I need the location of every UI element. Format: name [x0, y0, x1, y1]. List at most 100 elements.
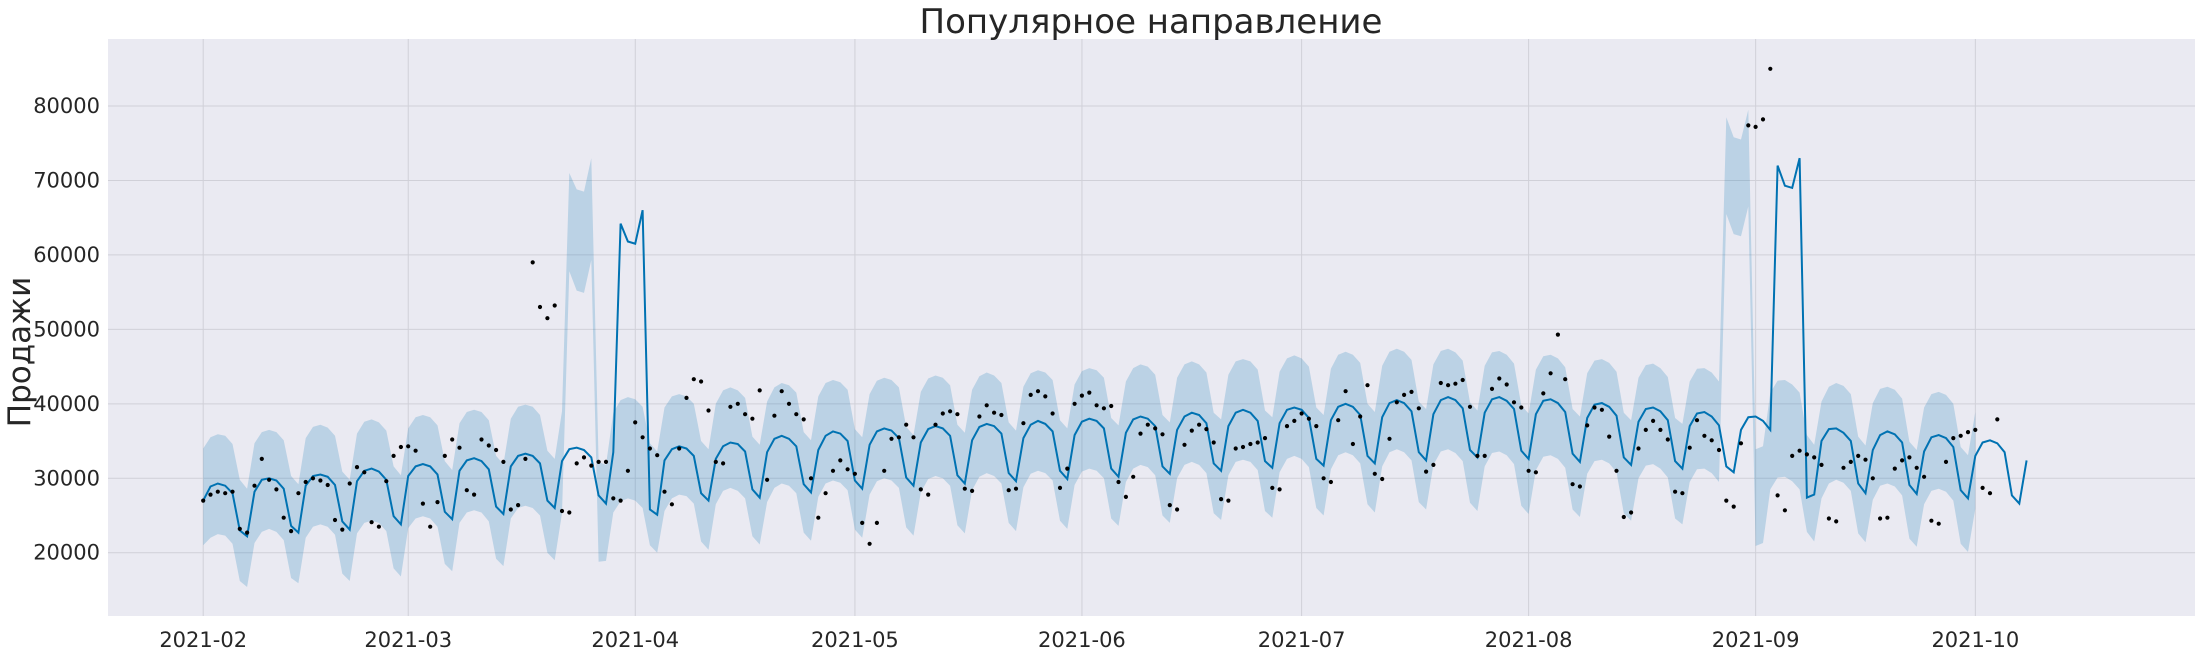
observed-point	[1328, 479, 1333, 485]
observed-point	[1277, 487, 1282, 492]
plot-background	[108, 39, 2195, 616]
observed-point	[1145, 422, 1150, 427]
observed-point	[589, 463, 594, 468]
uncertainty-band	[203, 109, 1976, 587]
observed-point	[1050, 411, 1055, 416]
observed-point	[310, 476, 316, 481]
observed-point	[699, 379, 704, 384]
observed-point	[1533, 470, 1538, 475]
observed-point	[1907, 455, 1912, 460]
observed-point	[208, 492, 213, 497]
observed-point	[508, 507, 513, 512]
x-tick-label: 2021-08	[1485, 628, 1573, 651]
observed-point	[1629, 510, 1634, 515]
observed-point	[1936, 521, 1941, 526]
observed-point	[332, 517, 338, 523]
observed-point	[1607, 434, 1612, 439]
observed-point	[1892, 466, 1897, 471]
observed-point	[618, 498, 623, 503]
observed-point	[1826, 516, 1831, 521]
observed-point	[1350, 441, 1355, 447]
observed-point	[281, 515, 286, 520]
observed-point	[442, 453, 447, 458]
observed-point	[757, 388, 762, 393]
observed-point	[1856, 453, 1861, 458]
observed-point	[992, 410, 997, 415]
observed-point	[1306, 416, 1311, 421]
observed-point	[1489, 386, 1495, 391]
observed-point	[852, 471, 858, 476]
y-tick-label: 60000	[33, 243, 100, 267]
observed-point	[1248, 441, 1253, 447]
observed-point	[743, 412, 748, 417]
observed-point	[1716, 447, 1722, 453]
observed-point	[1453, 381, 1458, 386]
observed-point	[1731, 504, 1736, 509]
y-tick-label: 70000	[33, 168, 100, 192]
observed-point	[662, 489, 667, 494]
observed-point	[970, 488, 975, 493]
observed-point	[1980, 485, 1985, 490]
observed-point	[1834, 519, 1839, 524]
observed-points	[201, 66, 2000, 546]
observed-point	[347, 481, 352, 486]
observed-point	[1570, 482, 1575, 487]
observed-point	[786, 401, 792, 406]
observed-point	[1504, 382, 1509, 387]
observed-point	[1563, 377, 1568, 382]
observed-point	[362, 470, 367, 475]
observed-point	[633, 420, 638, 425]
observed-point	[1775, 493, 1780, 498]
observed-point	[1738, 441, 1744, 446]
observed-point	[1087, 390, 1092, 395]
observed-point	[1511, 400, 1517, 405]
observed-point	[1951, 436, 1956, 441]
observed-point	[545, 316, 550, 321]
observed-point	[1658, 427, 1663, 432]
observed-point	[581, 455, 587, 460]
observed-point	[501, 459, 506, 464]
observed-point	[1541, 391, 1546, 396]
observed-point	[684, 395, 689, 400]
observed-point	[808, 476, 814, 481]
observed-point	[1299, 411, 1304, 416]
observed-point	[948, 409, 953, 414]
observed-point	[1746, 123, 1751, 128]
observed-point	[215, 489, 220, 494]
observed-point	[882, 468, 887, 473]
y-tick-label: 20000	[33, 541, 100, 565]
observed-point	[1482, 453, 1487, 458]
observed-point	[955, 412, 960, 417]
observed-point	[1797, 448, 1802, 453]
observed-point	[984, 403, 989, 408]
observed-point	[325, 482, 330, 488]
x-tick-label: 2021-04	[591, 628, 679, 651]
observed-point	[1438, 380, 1443, 386]
observed-point	[1782, 508, 1787, 513]
observed-point	[940, 411, 945, 416]
observed-point	[596, 459, 601, 464]
observed-point	[706, 408, 711, 413]
observed-point	[420, 501, 425, 506]
x-tick-label: 2021-05	[811, 628, 899, 651]
forecast-line	[202, 157, 2028, 539]
chart-title: Популярное направление	[920, 2, 1383, 42]
observed-point	[435, 500, 440, 505]
observed-point	[1262, 436, 1268, 441]
observed-point	[289, 529, 294, 534]
observed-point	[750, 416, 755, 421]
observed-point	[1848, 459, 1853, 464]
observed-point	[574, 461, 579, 466]
observed-point	[713, 459, 718, 464]
observed-point	[252, 483, 257, 488]
observed-point	[1636, 446, 1641, 451]
observed-point	[296, 491, 301, 496]
observed-point	[794, 412, 799, 417]
observed-point	[1804, 452, 1809, 457]
observed-point	[1284, 424, 1290, 429]
observed-point	[860, 520, 865, 526]
observed-point	[223, 491, 228, 496]
y-tick-label: 80000	[33, 94, 100, 118]
observed-point	[1995, 417, 2000, 422]
observed-point	[1402, 392, 1407, 397]
